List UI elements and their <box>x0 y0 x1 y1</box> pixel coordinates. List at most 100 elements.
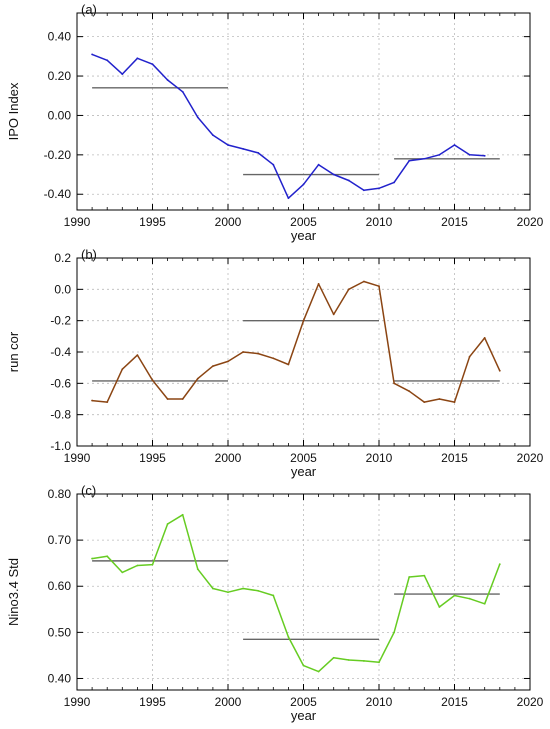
data-point <box>272 594 275 597</box>
y-tick-label: 0.40 <box>48 30 72 44</box>
x-tick-label: 1990 <box>64 451 91 465</box>
data-point <box>423 157 426 160</box>
x-tick-label: 1995 <box>139 215 166 229</box>
data-point <box>393 631 395 634</box>
plot-frame <box>76 12 531 211</box>
data-point <box>166 523 169 525</box>
data-point <box>408 390 411 393</box>
data-point <box>302 319 305 322</box>
data-point <box>363 660 365 662</box>
y-tick-label: -0.2 <box>50 314 71 328</box>
data-point <box>423 574 426 577</box>
data-point <box>302 183 305 186</box>
x-tick-label: 1990 <box>64 215 91 229</box>
x-tick-label: 2000 <box>215 215 242 229</box>
data-point <box>453 144 456 146</box>
series-line <box>92 280 501 403</box>
data-point <box>468 153 471 156</box>
data-point <box>347 659 350 661</box>
data-point <box>483 602 486 605</box>
data-point <box>317 282 320 285</box>
x-axis-label: year <box>291 708 317 723</box>
x-tick-label: 2000 <box>215 451 242 465</box>
data-point <box>272 357 275 360</box>
x-tick-label: 2005 <box>290 451 317 465</box>
data-point <box>242 148 245 150</box>
data-point <box>166 398 169 400</box>
y-tick-label: 0.70 <box>48 533 72 547</box>
data-point <box>151 563 154 566</box>
data-point <box>453 594 456 597</box>
data-point <box>257 352 260 355</box>
data-point <box>91 399 93 402</box>
y-tick-label: 0.60 <box>48 579 72 593</box>
data-point <box>378 187 380 190</box>
data-point <box>136 564 139 567</box>
y-tick-label: 0.20 <box>48 69 72 83</box>
x-tick-label: 2000 <box>215 695 242 709</box>
data-point <box>393 181 395 184</box>
data-point <box>438 398 441 400</box>
data-point <box>468 597 471 600</box>
x-tick-label: 2020 <box>517 695 544 709</box>
data-point <box>181 90 184 93</box>
y-tick-label: 0.2 <box>54 251 71 265</box>
data-point <box>393 382 395 385</box>
panel-label: (a) <box>81 2 97 17</box>
x-tick-label: 2020 <box>517 451 544 465</box>
data-point <box>347 288 350 291</box>
data-point <box>136 354 139 357</box>
data-point <box>91 557 93 560</box>
x-tick-label: 2010 <box>366 451 393 465</box>
data-point <box>438 606 441 608</box>
data-point <box>438 153 441 156</box>
data-point <box>332 656 335 659</box>
data-point <box>212 587 214 590</box>
x-tick-label: 2015 <box>441 695 468 709</box>
data-point <box>468 355 471 358</box>
x-tick-label: 2020 <box>517 215 544 229</box>
data-point <box>317 163 320 166</box>
y-tick-label: 0.80 <box>48 487 72 501</box>
data-point <box>196 116 199 119</box>
data-point <box>453 401 456 404</box>
data-point <box>227 360 229 363</box>
y-tick-label: 0.50 <box>48 625 72 639</box>
data-point <box>212 134 214 137</box>
data-point <box>227 144 229 146</box>
data-point <box>317 670 320 673</box>
y-axis-label: IPO Index <box>6 82 21 140</box>
data-point <box>242 587 245 590</box>
x-axis-label: year <box>291 464 317 479</box>
x-tick-label: 2010 <box>366 695 393 709</box>
data-point <box>408 576 411 578</box>
data-point <box>151 379 154 382</box>
data-point <box>287 363 290 366</box>
y-tick-label: -0.6 <box>50 376 71 390</box>
data-point <box>151 63 154 66</box>
data-point <box>378 661 380 664</box>
y-tick-label: -0.4 <box>50 345 71 359</box>
y-tick-label: 0.40 <box>48 671 72 685</box>
x-tick-label: 2015 <box>441 215 468 229</box>
panel-2: 1990 1995 2000 2005 2010 2015 2020 -1.0 -0.8 -0.6… <box>6 247 544 479</box>
data-point <box>181 398 184 400</box>
data-point <box>242 351 245 353</box>
data-point <box>106 59 109 62</box>
data-point <box>408 159 411 162</box>
data-point <box>91 53 93 56</box>
data-point <box>378 285 380 288</box>
data-point <box>483 154 486 157</box>
data-point <box>166 79 169 81</box>
data-point <box>136 57 139 60</box>
data-point <box>498 563 501 565</box>
data-point <box>498 369 501 372</box>
panel-label: (b) <box>81 247 97 262</box>
data-point <box>483 337 486 339</box>
x-tick-label: 2005 <box>290 695 317 709</box>
data-point <box>272 163 275 166</box>
data-point <box>106 401 109 404</box>
data-point <box>287 636 290 638</box>
data-point <box>106 555 109 558</box>
